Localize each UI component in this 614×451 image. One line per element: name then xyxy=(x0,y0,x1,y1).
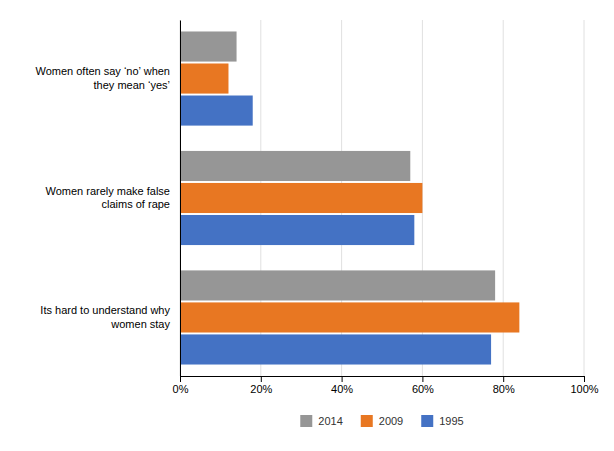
bar xyxy=(180,31,237,61)
x-tick: 20% xyxy=(250,376,272,395)
x-tick: 0% xyxy=(173,376,189,395)
legend-label: 2009 xyxy=(379,415,403,427)
legend-swatch xyxy=(421,415,433,427)
y-axis-line xyxy=(180,21,181,377)
x-tick-label: 20% xyxy=(250,383,272,395)
x-tick-label: 60% xyxy=(412,383,434,395)
y-tick-label-line: Women rarely make false xyxy=(45,185,170,197)
legend-swatch xyxy=(300,415,312,427)
y-tick-label: Its hard to understand why women stay xyxy=(40,304,170,329)
legend-item: 1995 xyxy=(421,415,463,427)
x-tick-mark xyxy=(422,376,423,382)
x-tick-mark xyxy=(503,376,504,382)
y-tick-label: Women rarely make falseclaims of rape xyxy=(45,185,170,210)
bar xyxy=(180,215,414,245)
bar xyxy=(180,63,228,93)
x-tick: 60% xyxy=(412,376,434,395)
x-tick-mark xyxy=(584,376,585,382)
grid-line xyxy=(584,20,585,376)
legend: 2014 2009 1995 xyxy=(300,415,463,427)
bar xyxy=(180,151,410,181)
grid-line xyxy=(180,20,181,376)
y-tick-label: Women often say ‘no’ when they mean ‘yes’ xyxy=(35,65,170,90)
y-tick-label-line: claims of rape xyxy=(102,198,170,210)
bar xyxy=(180,334,491,364)
y-tick-label-line: Its hard to understand why xyxy=(40,304,170,316)
y-tick-label-line: women stay xyxy=(110,318,170,330)
y-tick: Women often say ‘no’ when they mean ‘yes’ xyxy=(35,65,170,90)
y-tick-label-line: they mean ‘yes’ xyxy=(94,79,170,91)
x-tick: 80% xyxy=(493,376,515,395)
legend-swatch xyxy=(361,415,373,427)
legend-item: 2014 xyxy=(300,415,342,427)
bar-series xyxy=(180,31,495,300)
y-tick: Women rarely make falseclaims of rape xyxy=(45,185,170,210)
bar xyxy=(180,302,519,332)
legend-label: 1995 xyxy=(439,415,463,427)
x-tick-mark xyxy=(180,376,181,382)
y-axis: Its hard to understand why women stay Wome… xyxy=(35,21,180,377)
bars xyxy=(180,31,519,364)
bar-series xyxy=(180,96,491,365)
grid xyxy=(180,20,584,376)
legend-label: 2014 xyxy=(318,415,342,427)
legend-item: 2009 xyxy=(361,415,403,427)
x-axis-line xyxy=(181,377,585,383)
bar xyxy=(180,96,253,126)
y-tick-label-line: Women often say ‘no’ when xyxy=(35,65,170,77)
x-tick: 100% xyxy=(570,376,598,395)
y-tick: Its hard to understand why women stay xyxy=(40,304,170,329)
bar xyxy=(180,183,422,213)
plot: 0% 20% 40% 60% 80% 100% Its hard to understand… xyxy=(35,20,598,395)
x-tick-label: 40% xyxy=(331,383,353,395)
x-axis: 0% 20% 40% 60% 80% 100% xyxy=(173,376,599,395)
x-tick-mark xyxy=(261,376,262,382)
x-tick: 40% xyxy=(331,376,353,395)
x-tick-label: 100% xyxy=(570,383,598,395)
x-tick-mark xyxy=(342,376,343,382)
bar-series xyxy=(180,63,519,332)
chart: 0% 20% 40% 60% 80% 100% Its hard to understand… xyxy=(0,0,614,451)
x-tick-label: 0% xyxy=(173,383,189,395)
bar xyxy=(180,270,495,300)
x-tick-label: 80% xyxy=(493,383,515,395)
